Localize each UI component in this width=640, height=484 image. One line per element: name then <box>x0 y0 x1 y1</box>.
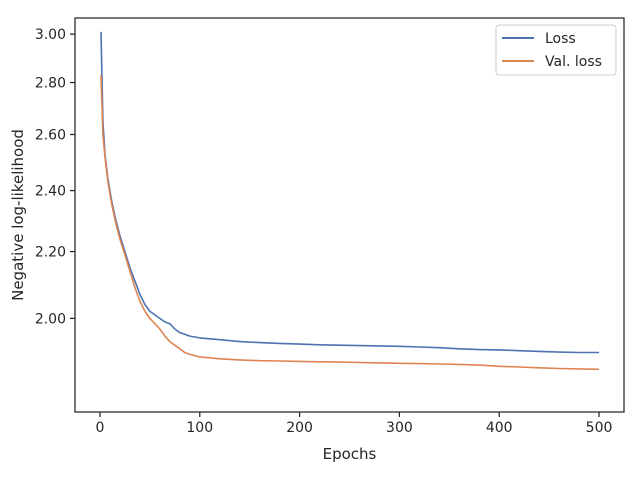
y-axis-ticks: 2.00 2.20 2.40 2.60 2.80 3.00 <box>35 27 75 327</box>
y-axis-label: Negative log-likelihood <box>9 129 27 301</box>
plot-area <box>74 17 625 413</box>
legend: Loss Val. loss <box>495 24 617 76</box>
y-tick-label: 2.80 <box>35 76 66 92</box>
x-axis-ticks: 0 100 200 300 400 500 <box>95 412 612 436</box>
y-tick-label: 2.40 <box>35 184 66 200</box>
x-axis-label: Epochs <box>323 445 377 463</box>
y-tick-label: 2.60 <box>35 127 66 143</box>
x-tick-label: 500 <box>586 420 613 436</box>
y-tick-label: 2.20 <box>35 245 66 261</box>
x-tick-label: 0 <box>95 420 104 436</box>
x-tick-label: 200 <box>286 420 313 436</box>
x-tick-label: 400 <box>486 420 513 436</box>
series-line-loss <box>100 31 599 354</box>
legend-label-val-loss: Val. loss <box>545 54 602 70</box>
legend-label-loss: Loss <box>545 31 576 47</box>
y-tick-label: 3.00 <box>35 27 66 43</box>
x-tick-label: 100 <box>186 420 213 436</box>
series-line-val-loss <box>100 75 600 371</box>
series-lines <box>100 31 600 371</box>
y-tick-label: 2.00 <box>35 311 66 327</box>
x-tick-label: 300 <box>386 420 413 436</box>
